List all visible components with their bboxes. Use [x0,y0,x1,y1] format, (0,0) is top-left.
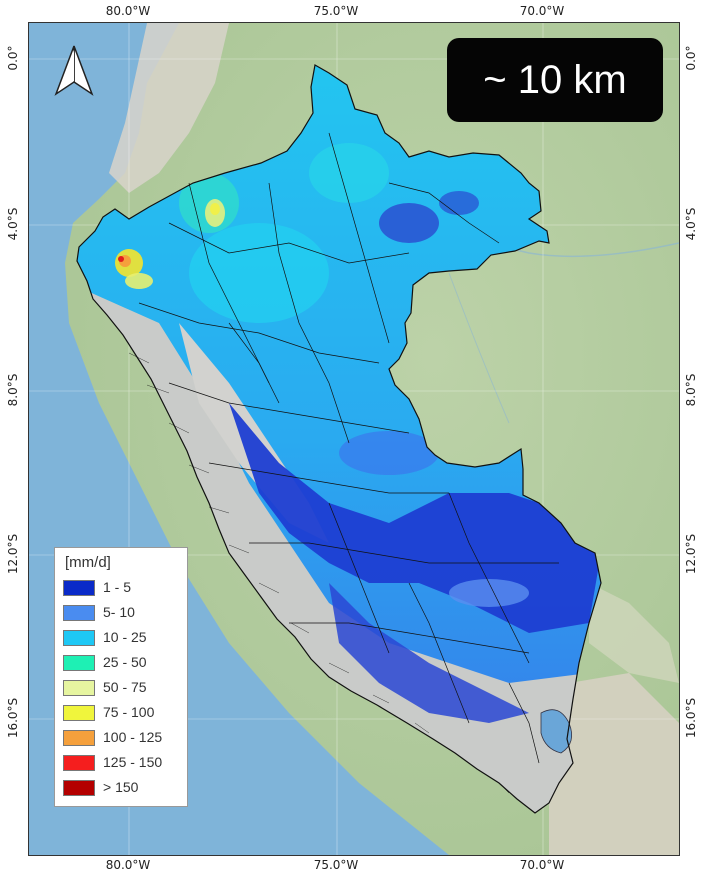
legend-label: 1 - 5 [103,579,132,595]
lat-tick-left-12: 12.0°S [6,533,20,575]
legend-label: 5- 10 [103,604,135,620]
resolution-badge: ~ 10 km [447,38,663,122]
lon-tick-top-80: 80.0°W [105,4,151,18]
lon-tick-top-70: 70.0°W [519,4,565,18]
legend-item: > 150 [63,778,183,798]
lat-tick-right-8: 8.0°S [684,373,698,407]
legend-label: 125 - 150 [103,754,163,770]
peru-border [76,64,602,814]
legend-item: 1 - 5 [63,578,183,598]
legend-label: 25 - 50 [103,654,147,670]
legend-label: 50 - 75 [103,679,147,695]
lat-tick-left-0: 0.0° [6,45,20,71]
lat-tick-right-16: 16.0°S [684,697,698,739]
lat-tick-left-8: 8.0°S [6,373,20,407]
legend-label: 100 - 125 [103,729,163,745]
lat-tick-right-12: 12.0°S [684,533,698,575]
lake-titicaca [540,709,573,754]
lat-tick-left-16: 16.0°S [6,697,20,739]
legend-swatch [63,730,95,746]
legend-item: 10 - 25 [63,628,183,648]
legend-swatch [63,680,95,696]
legend-swatch [63,755,95,771]
lon-tick-bottom-75: 75.0°W [313,858,359,872]
legend-label: 75 - 100 [103,704,155,720]
lat-tick-right-4: 4.0°S [684,207,698,241]
legend-swatch [63,780,95,796]
legend: [mm/d] 1 - 5 5- 10 10 - 25 25 - 50 50 - 75 75… [54,547,188,807]
legend-swatch [63,630,95,646]
legend-item: 50 - 75 [63,678,183,698]
legend-item: 75 - 100 [63,703,183,723]
lon-tick-bottom-70: 70.0°W [519,858,565,872]
legend-swatch [63,705,95,721]
legend-label: > 150 [103,779,139,795]
legend-item: 125 - 150 [63,753,183,773]
legend-item: 25 - 50 [63,653,183,673]
legend-swatch [63,605,95,621]
lon-tick-top-75: 75.0°W [313,4,359,18]
legend-swatch [63,580,95,596]
legend-swatch [63,655,95,671]
lon-tick-bottom-80: 80.0°W [105,858,151,872]
basin-boundaries [138,132,559,764]
north-arrow-icon [54,45,94,96]
legend-item: 100 - 125 [63,728,183,748]
lat-tick-left-4: 4.0°S [6,207,20,241]
legend-title: [mm/d] [65,554,111,571]
lat-tick-right-0: 0.0° [684,45,698,71]
legend-item: 5- 10 [63,603,183,623]
legend-label: 10 - 25 [103,629,147,645]
